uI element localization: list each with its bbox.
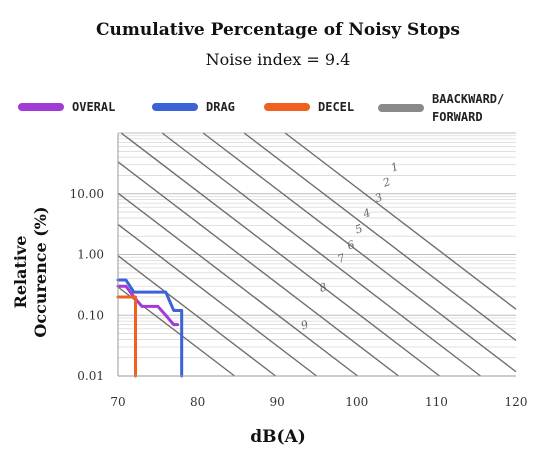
- index-line: [161, 132, 482, 377]
- legend-item-backward-forward: BAACKWARD/ FORWARD: [378, 90, 512, 126]
- legend: OVERAL DRAG DECEL BAACKWARD/ FORWARD: [0, 88, 556, 128]
- series: [116, 278, 184, 378]
- axes: 70 80 90 100 110 120 0.01 0.10 1.00 10.00: [70, 133, 528, 409]
- y-axis-label-line: Occurence (%): [31, 206, 50, 337]
- x-tick-label: 70: [110, 395, 125, 409]
- index-line: [120, 132, 441, 377]
- grid: [118, 132, 516, 377]
- legend-item-drag: DRAG: [152, 98, 235, 116]
- y-tick-label: 0.10: [77, 308, 104, 322]
- legend-swatch-decel: [264, 103, 310, 111]
- x-tick-label: 100: [345, 395, 368, 409]
- x-tick-label: 90: [270, 395, 285, 409]
- legend-label-drag: DRAG: [206, 100, 235, 114]
- legend-label-overal: OVERAL: [72, 100, 116, 114]
- index-line-label: 7: [336, 251, 347, 266]
- index-line: [117, 223, 318, 377]
- index-line-label: 8: [318, 280, 329, 295]
- series-line-decel: [116, 295, 138, 378]
- index-line: [202, 132, 517, 373]
- x-tick-label: 120: [505, 395, 528, 409]
- index-line-label: 3: [373, 191, 384, 206]
- y-tick-label: 10.00: [70, 187, 104, 201]
- y-axis-label: RelativeOccurence (%): [11, 206, 50, 337]
- index-line-label: 6: [345, 238, 356, 253]
- legend-swatch-backward-forward: [378, 104, 424, 112]
- index-line: [284, 132, 517, 310]
- index-line-label: 5: [353, 222, 364, 237]
- series-line-overal: [116, 284, 180, 327]
- y-axis-label-line: Relative: [11, 236, 30, 309]
- x-axis-label: dB(A): [250, 427, 306, 447]
- index-line: [117, 161, 400, 377]
- y-tick-label: 1.00: [77, 248, 104, 262]
- legend-item-decel: DECEL: [264, 98, 354, 116]
- legend-swatch-drag: [152, 103, 198, 111]
- x-tick-label: 80: [190, 395, 205, 409]
- index-line-label: 4: [360, 206, 372, 221]
- index-line-label: 1: [389, 160, 400, 175]
- chart-title: Cumulative Percentage of Noisy Stops: [96, 20, 460, 40]
- index-line: [243, 132, 517, 342]
- legend-label-decel: DECEL: [318, 100, 355, 114]
- legend-label-backward-forward: BAACKWARD/ FORWARD: [432, 92, 505, 124]
- series-line-drag: [116, 278, 184, 378]
- chart-subtitle: Noise index = 9.4: [205, 50, 351, 69]
- y-tick-label: 0.01: [77, 369, 104, 383]
- index-line-label: 9: [299, 318, 310, 333]
- legend-swatch-overal: [18, 103, 64, 111]
- x-tick-label: 110: [425, 395, 448, 409]
- index-line-label: 2: [380, 175, 392, 190]
- index-line: [117, 255, 277, 377]
- legend-item-overal: OVERAL: [18, 98, 115, 116]
- index-line: [117, 192, 359, 377]
